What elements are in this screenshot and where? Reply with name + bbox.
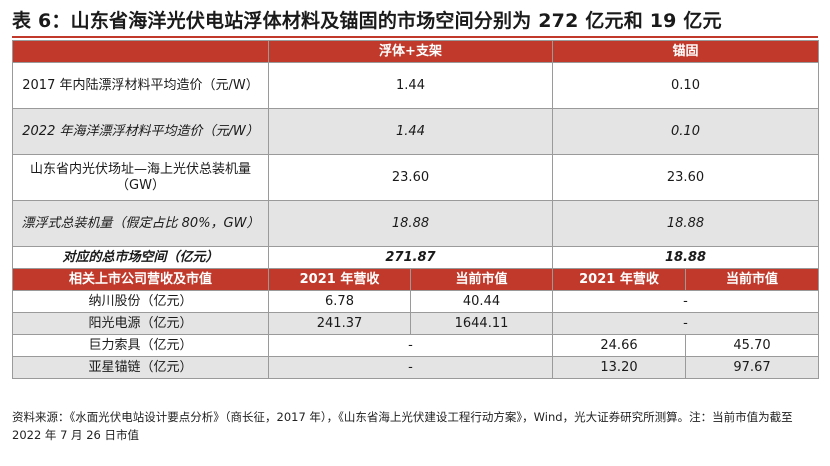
- subheader-label: 相关上市公司营收及市值: [12, 268, 269, 291]
- row-label: 对应的总市场空间（亿元）: [12, 246, 269, 269]
- company-name: 阳光电源（亿元）: [12, 312, 269, 335]
- row-value: 18.88: [268, 200, 553, 247]
- table-row: 山东省内光伏场址—海上光伏总装机量（GW） 23.60 23.60: [12, 154, 820, 201]
- row-value: 0.10: [551, 108, 820, 155]
- row-label: 漂浮式总装机量（假定占比 80%，GW）: [12, 200, 269, 247]
- total-row: 对应的总市场空间（亿元） 271.87 18.88: [12, 246, 820, 269]
- table-row: 漂浮式总装机量（假定占比 80%，GW） 18.88 18.88: [12, 200, 820, 247]
- row-value: 271.87: [268, 246, 553, 269]
- header-row: 浮体+支架 锚固: [12, 40, 820, 63]
- company-cap2: 45.70: [684, 334, 820, 357]
- company-rev1: 241.37: [268, 312, 411, 335]
- company-cap2: 97.67: [684, 356, 820, 379]
- row-label: 2017 年内陆漂浮材料平均造价（元/W）: [12, 62, 269, 109]
- company-row: 阳光电源（亿元） 241.37 1644.11 -: [12, 312, 820, 335]
- company-name: 巨力索具（亿元）: [12, 334, 269, 357]
- header-empty: [12, 40, 269, 63]
- subheader-cap2: 当前市值: [684, 268, 820, 291]
- company-rest: -: [551, 290, 820, 313]
- header-anchor: 锚固: [551, 40, 820, 63]
- company-cap1: 1644.11: [410, 312, 553, 335]
- company-name: 亚星锚链（亿元）: [12, 356, 269, 379]
- row-value: 1.44: [268, 108, 553, 155]
- company-row: 巨力索具（亿元） - 24.66 45.70: [12, 334, 820, 357]
- row-value: 18.88: [551, 246, 820, 269]
- company-cap1: 40.44: [410, 290, 553, 313]
- title-rule: [12, 36, 818, 38]
- company-name: 纳川股份（亿元）: [12, 290, 269, 313]
- company-row: 纳川股份（亿元） 6.78 40.44 -: [12, 290, 820, 313]
- row-label: 山东省内光伏场址—海上光伏总装机量（GW）: [12, 154, 269, 201]
- company-first: -: [268, 356, 553, 379]
- company-rest: -: [551, 312, 820, 335]
- table-title: 表 6：山东省海洋光伏电站浮体材料及锚固的市场空间分别为 272 亿元和 19 …: [12, 10, 722, 32]
- row-value: 1.44: [268, 62, 553, 109]
- row-label: 2022 年海洋漂浮材料平均造价（元/W）: [12, 108, 269, 155]
- company-first: -: [268, 334, 553, 357]
- table-row: 2017 年内陆漂浮材料平均造价（元/W） 1.44 0.10: [12, 62, 820, 109]
- table-row: 2022 年海洋漂浮材料平均造价（元/W） 1.44 0.10: [12, 108, 820, 155]
- company-rev2: 24.66: [552, 334, 686, 357]
- source-note: 资料来源：《水面光伏电站设计要点分析》（商长征，2017 年），《山东省海上光伏…: [12, 410, 793, 442]
- subheader-rev1: 2021 年营收: [268, 268, 411, 291]
- company-rev2: 13.20: [552, 356, 686, 379]
- company-rev1: 6.78: [268, 290, 411, 313]
- row-value: 18.88: [551, 200, 820, 247]
- market-table: 浮体+支架 锚固 2017 年内陆漂浮材料平均造价（元/W） 1.44 0.10…: [12, 40, 820, 379]
- row-value: 0.10: [551, 62, 820, 109]
- company-row: 亚星锚链（亿元） - 13.20 97.67: [12, 356, 820, 379]
- subheader-cap1: 当前市值: [410, 268, 553, 291]
- row-value: 23.60: [268, 154, 553, 201]
- row-value: 23.60: [551, 154, 820, 201]
- subheader-rev2: 2021 年营收: [552, 268, 686, 291]
- header-float: 浮体+支架: [268, 40, 553, 63]
- subheader-row: 相关上市公司营收及市值 2021 年营收 当前市值 2021 年营收 当前市值: [12, 268, 820, 291]
